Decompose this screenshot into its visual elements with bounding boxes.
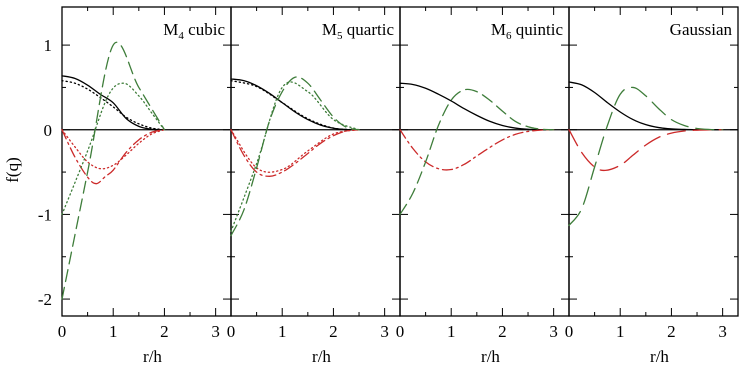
y-tick-label: -1 — [38, 205, 52, 224]
x-tick-label: 0 — [396, 322, 405, 341]
y-axis-label: f(q) — [3, 157, 22, 182]
x-axis-label: r/h — [650, 347, 669, 366]
panel-title-rest: quintic — [512, 20, 564, 39]
series-kernel-approx-line — [230, 80, 360, 131]
panel-title-background — [487, 19, 566, 43]
x-tick-label: 2 — [498, 322, 507, 341]
y-axis: 1 0 -1 -2 — [38, 36, 52, 309]
series-first_derivative-line — [399, 129, 555, 171]
panel-3: 0 1 2 3 r/h M6 quintic — [396, 6, 570, 366]
panel-title-text: M5 quartic — [322, 20, 395, 42]
x-tick-label: 3 — [211, 322, 220, 341]
panel-title-subscript: 4 — [178, 30, 184, 42]
x-axis-label: r/h — [481, 347, 500, 366]
x-axis-label: r/h — [143, 347, 162, 366]
x-axis-label: r/h — [312, 347, 331, 366]
panel-title: M5 quartic — [318, 19, 397, 43]
panel-1: 0 1 2 3 r/h M4 cubic — [58, 6, 232, 366]
panel-title: Gaussian — [666, 19, 735, 40]
series-second_derivative-line — [568, 86, 724, 227]
series-second_derivative-line — [399, 88, 555, 216]
series-second_derivative-approx-line — [61, 82, 166, 216]
x-tick-label: 1 — [278, 322, 287, 341]
y-tick-label: -2 — [38, 290, 52, 309]
x-tick-label: 1 — [616, 322, 625, 341]
panel-title-background — [666, 19, 735, 40]
series-first_derivative-approx-line — [230, 129, 360, 173]
panel-2: 0 1 2 3 r/h M5 quartic — [227, 6, 401, 366]
panel-4: 0 1 2 3 r/h Gaussian — [565, 6, 739, 366]
x-tick-label: 0 — [58, 322, 67, 341]
series-first_derivative-approx-line — [61, 129, 166, 170]
x-tick-label: 3 — [718, 322, 727, 341]
panel-title-main: M — [491, 20, 506, 39]
panel-title-subscript: 6 — [506, 30, 512, 42]
panel-title-subscript: 5 — [337, 30, 343, 42]
series-first_derivative-line — [61, 129, 166, 185]
panel-title-background — [160, 19, 228, 43]
series-kernel-line — [61, 75, 166, 131]
series-second_derivative-line — [230, 76, 360, 237]
panel-title-rest: cubic — [184, 20, 226, 39]
x-tick-label: 3 — [549, 322, 558, 341]
y-tick-label: 0 — [44, 121, 53, 140]
series-kernel-line — [399, 82, 555, 131]
x-tick-label: 1 — [109, 322, 118, 341]
panel-title-background — [318, 19, 397, 43]
x-tick-label: 2 — [667, 322, 676, 341]
series-first_derivative-line — [568, 129, 724, 172]
panel-title-text: Gaussian — [670, 20, 733, 39]
series-first_derivative-line — [230, 129, 360, 177]
panel-title-main: M — [322, 20, 337, 39]
x-tick-label: 3 — [380, 322, 389, 341]
x-tick-label: 2 — [160, 322, 169, 341]
series-kernel-approx-line — [61, 80, 166, 131]
panel-title-text: M6 quintic — [491, 20, 564, 42]
series-second_derivative-line — [61, 41, 166, 300]
series-kernel-line — [230, 78, 360, 131]
panel-frame — [568, 6, 739, 317]
panel-frame — [61, 6, 232, 317]
panel-title-main: Gaussian — [670, 20, 733, 39]
panel-title-main: M — [163, 20, 178, 39]
series-second_derivative-approx-line — [230, 81, 360, 232]
panel-frame — [230, 6, 401, 317]
x-tick-label: 2 — [329, 322, 338, 341]
panel-title-rest: quartic — [343, 20, 395, 39]
y-tick-label: 1 — [44, 36, 53, 55]
x-tick-label: 1 — [447, 322, 456, 341]
x-tick-label: 0 — [565, 322, 574, 341]
panel-title: M4 cubic — [160, 19, 228, 43]
panel-title-text: M4 cubic — [163, 20, 225, 42]
panel-title: M6 quintic — [487, 19, 566, 43]
series-kernel-line — [568, 81, 724, 131]
x-tick-label: 0 — [227, 322, 236, 341]
